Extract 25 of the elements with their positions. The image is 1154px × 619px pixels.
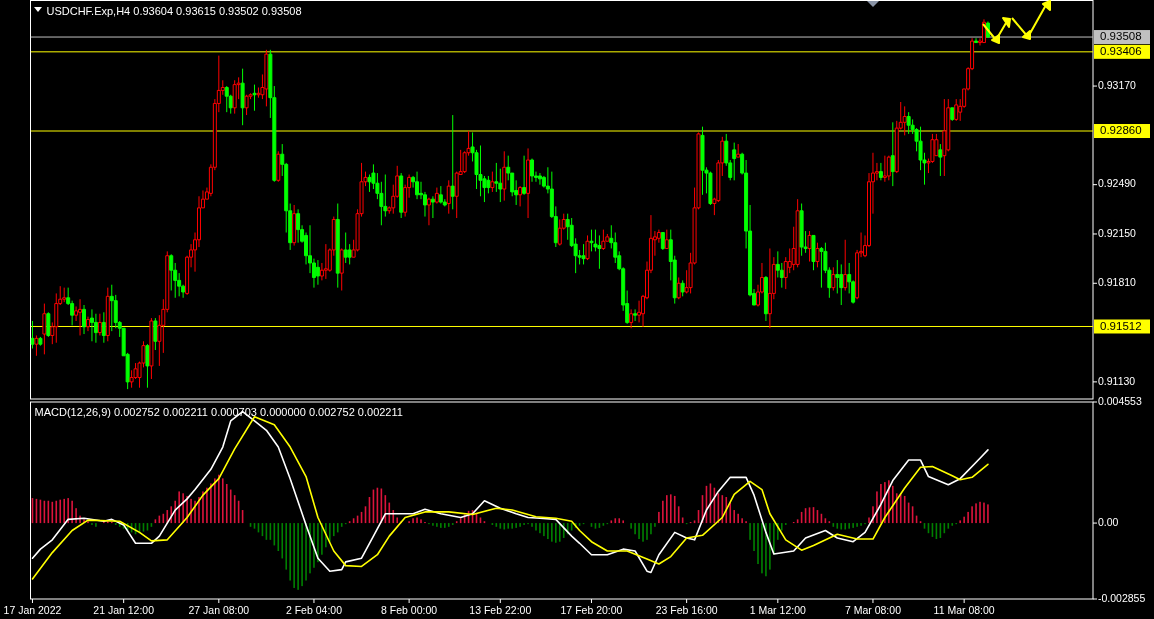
y-tick-label: 0.004553 (1098, 394, 1142, 407)
ref-line-label: 0.92860 (1100, 124, 1142, 137)
y-tick-label: 0.92150 (1098, 226, 1137, 239)
x-tick-label: 2 Feb 04:00 (285, 604, 343, 616)
x-tick-label: 17 Feb 20:00 (560, 604, 623, 616)
ref-line-label: 0.91512 (1100, 319, 1142, 332)
x-tick-label: 27 Jan 08:00 (188, 604, 250, 616)
y-tick-label: 0.91810 (1098, 276, 1137, 289)
x-tick-label: 7 Mar 08:00 (844, 604, 902, 616)
y-tick-label: 0.92490 (1098, 177, 1137, 190)
ref-line-label: 0.93406 (1100, 44, 1142, 57)
x-tick-label: 8 Feb 00:00 (381, 604, 438, 616)
x-tick-label: 1 Mar 12:00 (749, 604, 806, 616)
y-tick-label: 0.93170 (1098, 78, 1137, 91)
chart-title: USDCHF.Exp,H4 0.93604 0.93615 0.93502 0.93508 (46, 4, 302, 17)
x-tick-label: 21 Jan 12:00 (93, 604, 155, 616)
chart-title: MACD(12,26,9) 0.002752 0.002211 0.000703 0.000000 0.002752 0.002211 (34, 406, 403, 418)
x-tick-label: 11 Mar 08:00 (933, 604, 995, 616)
x-tick-label: 13 Feb 22:00 (469, 604, 532, 616)
ref-line-label: 0.93508 (1100, 30, 1142, 43)
y-tick-label: 0.91130 (1098, 374, 1136, 387)
x-tick-label: 23 Feb 16:00 (655, 604, 718, 616)
y-tick-label: -0.002855 (1098, 591, 1146, 604)
x-tick-label: 17 Jan 2022 (3, 604, 62, 616)
y-tick-label: 0.00 (1098, 515, 1119, 528)
